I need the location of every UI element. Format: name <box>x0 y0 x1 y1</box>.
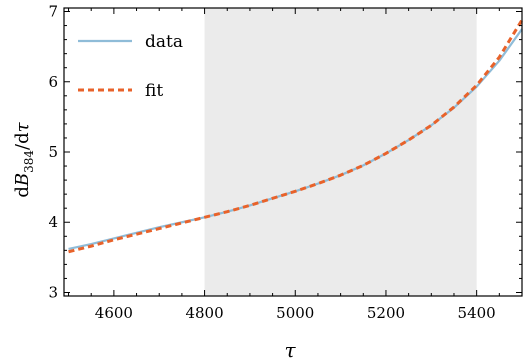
legend-label-data: data <box>145 32 183 52</box>
legend: data fit <box>78 32 183 101</box>
shaded-region <box>204 8 477 296</box>
series-line-fit <box>68 19 524 254</box>
y-tick-label: 7 <box>48 3 58 21</box>
x-tick-label: 5400 <box>458 304 496 322</box>
y-tick-label: 6 <box>48 73 58 91</box>
x-axis-label: τ <box>284 338 296 362</box>
axis-ticks: 4600 4800 5000 5200 5400 3 4 5 6 7 <box>48 3 523 322</box>
y-tick-label: 3 <box>48 283 58 301</box>
x-tick-label: 5200 <box>367 304 405 322</box>
plot-area <box>68 8 524 296</box>
x-tick-label: 5000 <box>276 304 314 322</box>
legend-label-fit: fit <box>145 81 163 101</box>
y-axis-label: dB384/dτ <box>12 121 36 197</box>
x-tick-label: 4600 <box>95 304 133 322</box>
x-tick-label: 4800 <box>185 304 223 322</box>
y-tick-label: 4 <box>48 213 58 231</box>
y-tick-label: 5 <box>48 143 58 161</box>
